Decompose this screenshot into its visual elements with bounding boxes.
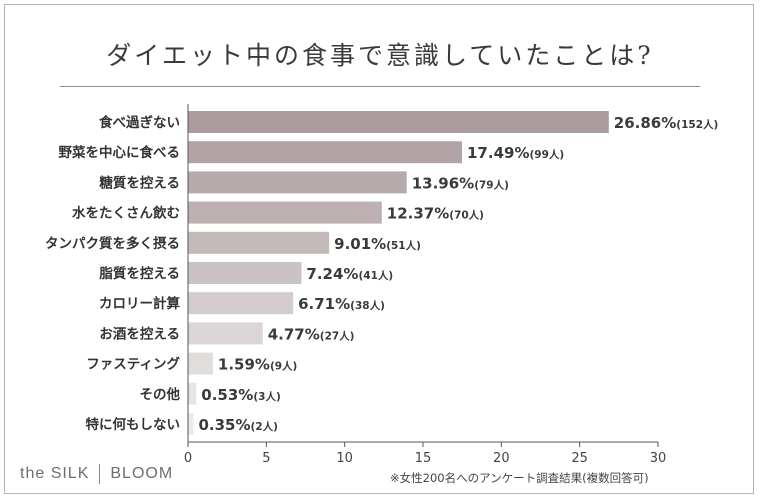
count-label: (27人) — [320, 329, 355, 342]
count-label: (9人) — [270, 360, 297, 373]
count-label: (38人) — [350, 299, 385, 312]
bar — [188, 262, 302, 284]
title-divider — [60, 86, 700, 87]
value-label: 4.77%(27人) — [268, 325, 355, 343]
count-label: (70人) — [449, 209, 484, 222]
bar — [188, 382, 197, 405]
count-label: (3人) — [253, 390, 280, 403]
brand-separator — [99, 464, 101, 484]
bar — [188, 201, 382, 224]
bar — [188, 141, 463, 164]
category-label: ファスティング — [86, 356, 180, 373]
brand-logo: the SILK BLOOM — [20, 464, 173, 484]
category-label: 水をたくさん飲む — [72, 205, 180, 222]
brand-right: BLOOM — [110, 465, 174, 483]
value-label: 12.37%(70人) — [387, 205, 484, 223]
survey-note: ※女性200名へのアンケート調査結果(複数回答可) — [390, 471, 649, 485]
bar — [188, 352, 213, 375]
x-tick-label: 10 — [336, 451, 353, 466]
value-label: 6.71%(38人) — [298, 295, 385, 313]
bar — [188, 171, 407, 194]
value-label: 1.59%(9人) — [218, 356, 297, 374]
bar — [188, 292, 294, 315]
chart-frame — [4, 4, 754, 494]
x-tick-label: 15 — [415, 451, 432, 466]
category-label: 食べ過ぎない — [99, 114, 180, 131]
x-tick-label: 25 — [571, 451, 588, 466]
count-label: (2人) — [251, 420, 278, 433]
brand-left: the SILK — [20, 465, 90, 483]
value-label: 17.49%(99人) — [467, 144, 564, 162]
x-tick-label: 5 — [262, 451, 270, 466]
category-label: 特に何もしない — [86, 416, 181, 433]
category-label: 野菜を中心に食べる — [59, 144, 181, 161]
bar — [188, 231, 330, 254]
count-label: (99人) — [529, 148, 564, 161]
count-label: (51人) — [386, 239, 421, 252]
category-label: 糖質を控える — [99, 174, 180, 191]
value-label: 0.53%(3人) — [201, 386, 280, 404]
category-label: タンパク質を多く摂る — [45, 235, 180, 252]
bar — [188, 413, 194, 435]
value-label: 26.86%(152人) — [614, 114, 719, 132]
category-label: 脂質を控える — [98, 265, 180, 282]
bar — [188, 111, 609, 133]
count-label: (79人) — [474, 178, 509, 191]
value-label: 7.24%(41人) — [306, 265, 393, 283]
bar — [188, 322, 263, 345]
count-label: (152人) — [676, 118, 718, 131]
value-label: 0.35%(2人) — [198, 416, 277, 434]
x-tick-label: 0 — [184, 451, 192, 466]
chart-title: ダイエット中の食事で意識していたことは? — [106, 41, 654, 70]
category-label: その他 — [140, 386, 181, 403]
x-tick-label: 20 — [493, 451, 510, 466]
count-label: (41人) — [358, 269, 393, 282]
x-tick-label: 30 — [650, 451, 667, 466]
value-label: 13.96%(79人) — [412, 174, 509, 192]
category-label: カロリー計算 — [99, 295, 180, 312]
category-label: お酒を控える — [99, 325, 180, 342]
value-label: 9.01%(51人) — [334, 235, 421, 253]
